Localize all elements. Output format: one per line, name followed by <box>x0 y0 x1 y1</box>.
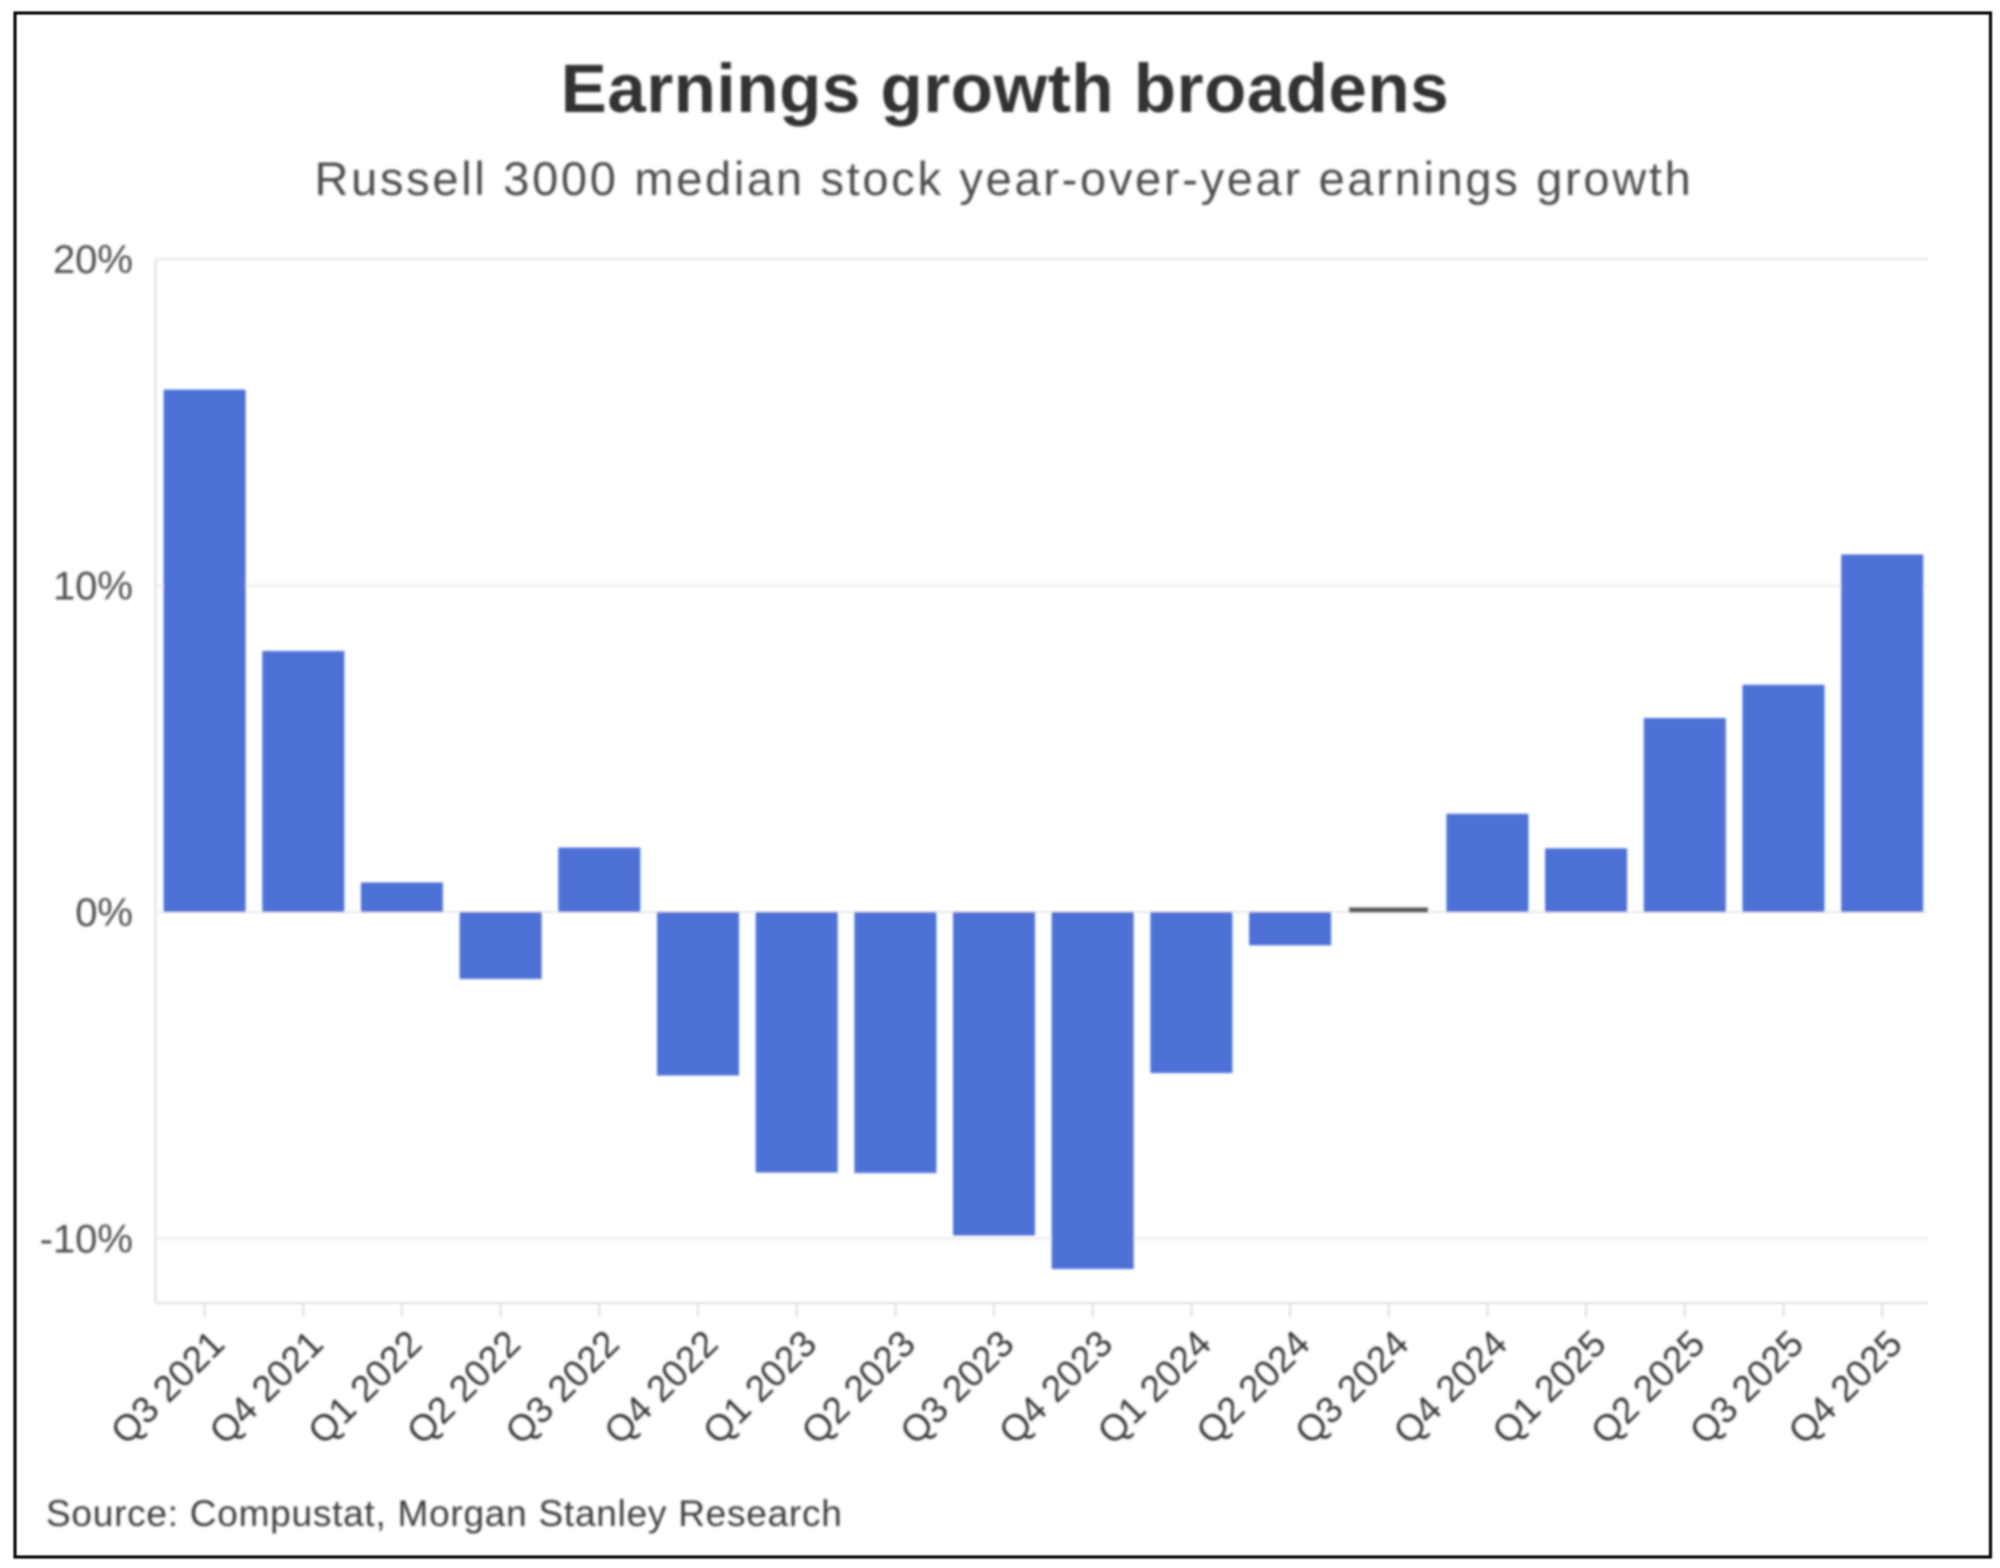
svg-text:Source: Compustat, Morgan Stan: Source: Compustat, Morgan Stanley Resear… <box>46 1493 843 1534</box>
svg-text:10%: 10% <box>53 565 133 609</box>
svg-text:Russell 3000 median stock year: Russell 3000 median stock year-over-year… <box>314 152 1693 205</box>
svg-text:-10%: -10% <box>40 1218 133 1262</box>
svg-text:20%: 20% <box>53 238 133 282</box>
svg-text:Earnings growth broadens: Earnings growth broadens <box>561 50 1450 127</box>
svg-text:0%: 0% <box>75 891 133 935</box>
